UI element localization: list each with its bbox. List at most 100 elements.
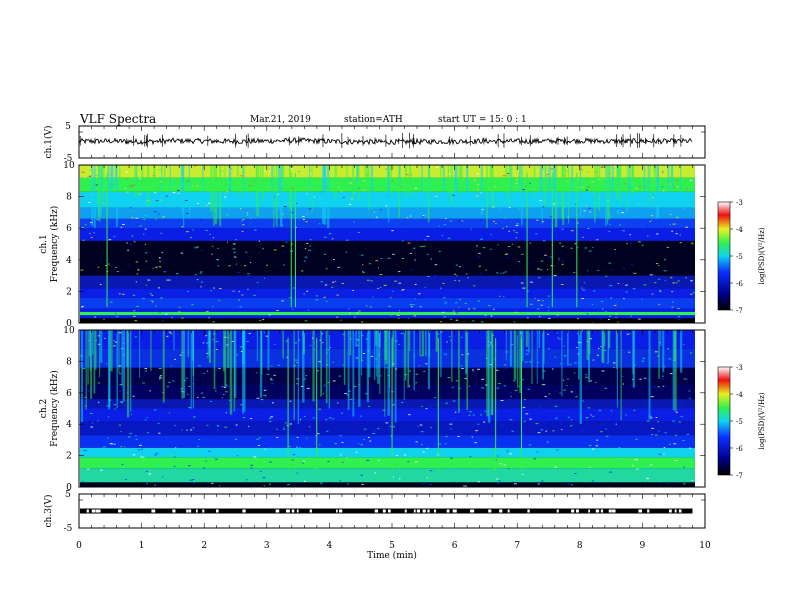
spectrogram-speckle bbox=[648, 219, 651, 221]
spectrogram-speckle bbox=[683, 208, 686, 210]
spectrogram-speckle bbox=[445, 435, 448, 437]
spectrogram-speckle bbox=[259, 419, 261, 421]
ch3-gap bbox=[611, 509, 614, 513]
spectrogram-speckle bbox=[363, 169, 365, 171]
spectrogram-speckle bbox=[503, 385, 506, 387]
spectrogram-speckle bbox=[299, 315, 302, 317]
spectrogram-speckle bbox=[585, 313, 587, 315]
spectrogram-speckle bbox=[419, 424, 423, 426]
spectrogram-speckle bbox=[591, 304, 594, 306]
spectrogram-speckle bbox=[338, 340, 341, 342]
spectrogram-speckle bbox=[402, 240, 404, 242]
spectrogram-speckle bbox=[112, 404, 116, 406]
spectrogram-speckle bbox=[688, 240, 691, 242]
spectrogram-speckle bbox=[360, 254, 364, 256]
spectrogram-speckle bbox=[132, 315, 136, 317]
spectrogram-speckle bbox=[548, 393, 551, 395]
spectrogram-speckle bbox=[670, 277, 673, 279]
spectrogram-speckle bbox=[232, 248, 236, 250]
spectrogram-speckle bbox=[637, 478, 639, 480]
spectrogram-speckle bbox=[108, 239, 112, 241]
sferic-streak bbox=[519, 165, 522, 194]
spectrogram-speckle bbox=[525, 185, 527, 187]
sferic-streak bbox=[328, 330, 331, 409]
spectrogram-speckle bbox=[283, 428, 285, 430]
spectrogram-speckle bbox=[373, 430, 377, 432]
spectrogram-speckle bbox=[533, 458, 537, 460]
spectrogram-speckle bbox=[456, 275, 458, 277]
x-axis-label: Time (min) bbox=[367, 550, 417, 561]
spectrogram-speckle bbox=[690, 280, 693, 282]
spectrogram-speckle bbox=[529, 242, 531, 244]
spectrogram-speckle bbox=[668, 443, 671, 445]
spectrogram-speckle bbox=[210, 290, 213, 292]
spectrogram-speckle bbox=[641, 298, 643, 300]
spectrogram-speckle bbox=[303, 293, 306, 295]
spectrogram-speckle bbox=[287, 419, 291, 421]
spectrogram-speckle bbox=[560, 363, 562, 365]
spectrogram-speckle bbox=[623, 454, 625, 456]
sferic-streak bbox=[202, 165, 204, 205]
spectrogram-speckle bbox=[327, 461, 330, 463]
spectrogram-speckle bbox=[450, 428, 452, 430]
spectrogram-speckle bbox=[289, 474, 293, 476]
spectrogram-speckle bbox=[506, 450, 509, 452]
spectrogram-speckle bbox=[192, 482, 196, 484]
spectrogram-speckle bbox=[502, 200, 505, 202]
spectrogram-speckle bbox=[513, 380, 516, 382]
spectrogram-speckle bbox=[677, 280, 680, 282]
spectrogram-speckle bbox=[148, 473, 152, 475]
spectrogram-speckle bbox=[420, 355, 422, 357]
spectrogram-speckle bbox=[156, 266, 158, 268]
spectrogram-speckle bbox=[663, 270, 667, 272]
spectrogram-speckle bbox=[319, 173, 323, 175]
spectrogram-speckle bbox=[690, 281, 692, 283]
spectrogram-speckle bbox=[306, 242, 309, 244]
spectrogram-speckle bbox=[561, 478, 564, 480]
sferic-streak bbox=[219, 165, 222, 227]
spectrogram-speckle bbox=[160, 232, 163, 234]
spectrogram-speckle bbox=[235, 424, 238, 426]
spectrogram-speckle bbox=[669, 213, 672, 215]
spectrogram-speckle bbox=[98, 480, 102, 482]
sferic-streak bbox=[323, 165, 327, 198]
spectrogram-speckle bbox=[276, 436, 279, 438]
spectrogram-speckle bbox=[217, 247, 219, 249]
spectrogram-speckle bbox=[476, 467, 478, 469]
spectrogram-speckle bbox=[458, 468, 462, 470]
spectrogram-speckle bbox=[168, 279, 171, 281]
spectrogram-speckle bbox=[150, 300, 153, 302]
spectrogram-speckle bbox=[154, 181, 158, 183]
spectrogram-speckle bbox=[315, 295, 319, 297]
ch3-gap bbox=[471, 509, 475, 513]
spectrogram-speckle bbox=[541, 383, 543, 385]
spectrogram-speckle bbox=[420, 355, 423, 357]
spectrogram-speckle bbox=[522, 379, 524, 381]
spectrogram-speckle bbox=[415, 382, 418, 384]
spectrogram-speckle bbox=[658, 169, 661, 171]
spectrogram-speckle bbox=[159, 199, 162, 201]
spectrogram-speckle bbox=[192, 416, 196, 418]
sferic-streak bbox=[596, 165, 599, 193]
spectrogram-speckle bbox=[370, 355, 374, 357]
spectrogram-speckle bbox=[347, 178, 351, 180]
spectrogram-speckle bbox=[118, 365, 122, 367]
sferic-streak bbox=[513, 330, 517, 380]
spectrogram-speckle bbox=[542, 300, 544, 302]
sferic-streak bbox=[404, 165, 407, 198]
ch3-gap bbox=[588, 509, 590, 513]
spectrogram-speckle bbox=[332, 414, 334, 416]
spectrogram-speckle bbox=[507, 479, 510, 481]
spectrogram-speckle bbox=[218, 287, 222, 289]
spectrogram-speckle bbox=[246, 212, 249, 214]
spectrogram-speckle bbox=[146, 432, 149, 434]
spectrogram-speckle bbox=[556, 314, 559, 316]
spectrogram-speckle bbox=[261, 401, 264, 403]
spectrogram-speckle bbox=[524, 361, 528, 363]
spectrogram-speckle bbox=[322, 393, 324, 395]
spectrogram-speckle bbox=[618, 224, 621, 226]
spectrogram-speckle bbox=[635, 187, 638, 189]
spectrogram-speckle bbox=[658, 453, 662, 455]
spectrogram-speckle bbox=[136, 455, 138, 457]
spectrogram-speckle bbox=[662, 385, 665, 387]
